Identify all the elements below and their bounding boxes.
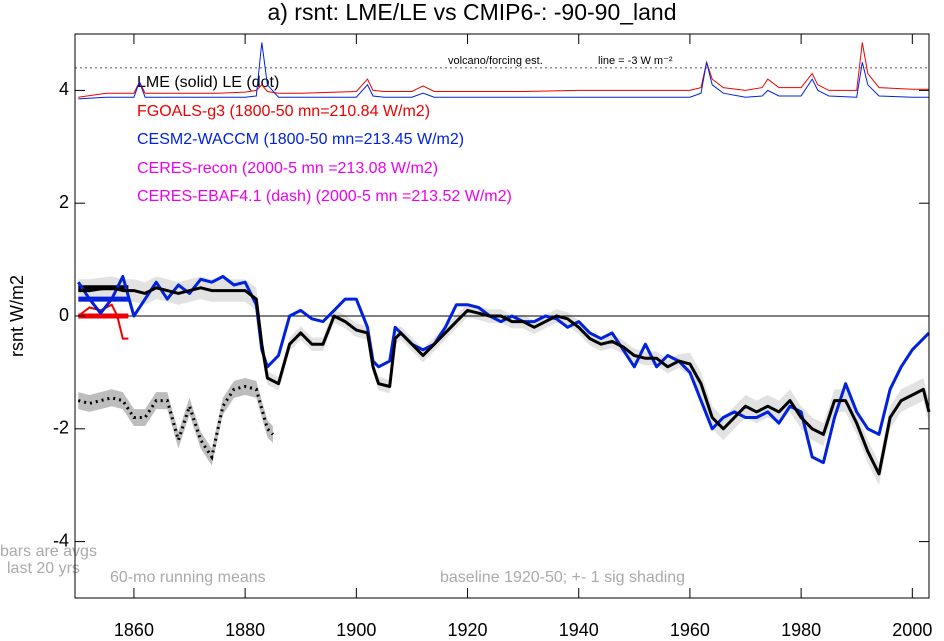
- note: baseline 1920-50; +- 1 sig shading: [440, 569, 685, 586]
- x-tick-label: 1940: [559, 620, 599, 640]
- note: last 20 yrs: [7, 560, 80, 577]
- series-line: [78, 286, 931, 476]
- volcano-line-label: line = -3 W m⁻²: [598, 55, 673, 67]
- x-tick-label: 1900: [336, 620, 376, 640]
- sigma-band: [78, 378, 273, 466]
- x-tick-label: 1860: [114, 620, 154, 640]
- volcano-line: [78, 42, 929, 100]
- y-axis-label: rsnt W/m2: [7, 275, 27, 357]
- legend-header: LME (solid) LE (dot): [137, 74, 279, 91]
- x-tick-label: 1980: [781, 620, 821, 640]
- legend-entry: FGOALS-g3 (1800-50 mn=210.84 W/m2): [137, 103, 430, 120]
- volcano-line: [78, 42, 929, 98]
- y-tick-label: 4: [59, 79, 69, 99]
- volcano-label: volcano/forcing est.: [448, 55, 543, 67]
- legend-entry: CERES-EBAF4.1 (dash) (2000-5 mn =213.52 …: [137, 188, 512, 205]
- x-tick-label: 2000: [892, 620, 932, 640]
- x-tick-label: 1920: [448, 620, 488, 640]
- y-tick-label: -2: [53, 418, 69, 438]
- series-line: [77, 275, 931, 465]
- note: bars are avgs: [0, 543, 97, 560]
- legend-entry: CERES-recon (2000-5 mn =213.08 W/m2): [137, 160, 438, 177]
- series-line: [77, 303, 129, 340]
- x-tick-label: 1880: [225, 620, 265, 640]
- x-tick-label: 1960: [670, 620, 710, 640]
- chart-title: a) rsnt: LME/LE vs CMIP6-: -90-90_land: [267, 0, 676, 25]
- series-line: [77, 384, 274, 461]
- note: 60-mo running means: [110, 569, 266, 586]
- y-tick-label: 0: [59, 305, 69, 325]
- y-tick-label: -4: [53, 530, 69, 550]
- y-tick-label: 2: [59, 192, 69, 212]
- legend-entry: CESM2-WACCM (1800-50 mn=213.45 W/m2): [137, 131, 464, 148]
